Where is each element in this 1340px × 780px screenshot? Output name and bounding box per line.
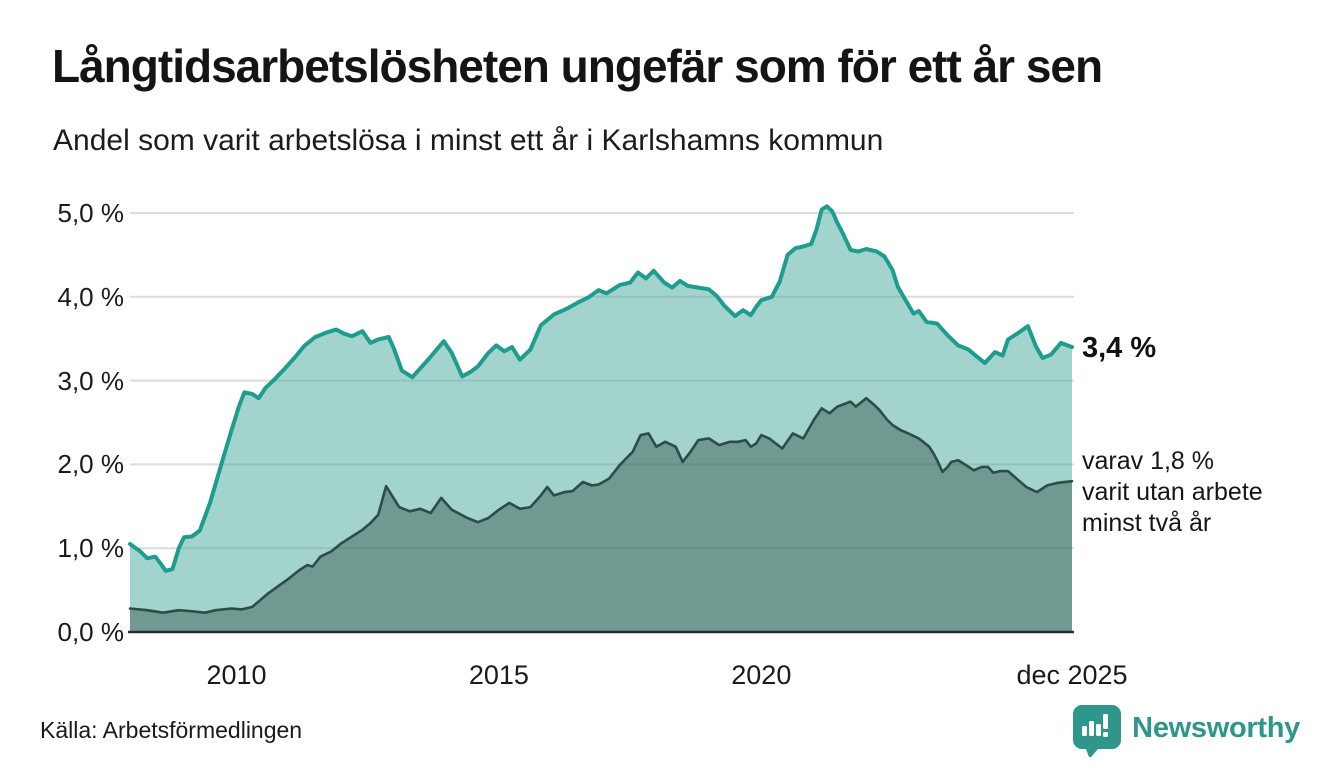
secondary-series-annotation: varav 1,8 % varit utan arbete minst två … (1082, 446, 1263, 539)
x-axis-tick-label: dec 2025 (1016, 660, 1128, 690)
latest-value-label: 3,4 % (1082, 332, 1157, 364)
y-axis-tick-label: 2,0 % (57, 449, 125, 480)
source-text: Källa: Arbetsförmedlingen (40, 717, 303, 743)
newsworthy-wordmark: Newsworthy (1132, 711, 1300, 744)
y-axis-tick-label: 1,0 % (57, 533, 125, 564)
y-axis-tick-label: 0,0 % (57, 617, 125, 647)
series-1yr-line (128, 204, 1074, 573)
annotation-line-2: varit utan arbete (1082, 478, 1263, 506)
annotation-line-3: minst två år (1082, 509, 1212, 537)
annotation-line-1: varav 1,8 % (1082, 447, 1215, 475)
bar-chart-speech-bubble-icon (1073, 705, 1122, 757)
y-axis-tick-label: 5,0 % (57, 198, 125, 228)
series-2yr-line (128, 396, 1074, 614)
x-axis-tick-label: 2010 (206, 660, 267, 690)
x-axis-tick-label: 2015 (468, 660, 529, 690)
newsworthy-logo: Newsworthy (1072, 703, 1300, 759)
page-title: Långtidsarbetslösheten ungefär som för e… (52, 40, 1103, 92)
page-subtitle: Andel som varit arbetslösa i minst ett å… (53, 124, 884, 157)
x-axis-tick-label: 2020 (731, 660, 792, 690)
y-axis-tick-label: 4,0 % (57, 281, 125, 312)
y-axis-tick-label: 3,0 % (57, 365, 125, 396)
series-2yr-area (130, 398, 1072, 632)
